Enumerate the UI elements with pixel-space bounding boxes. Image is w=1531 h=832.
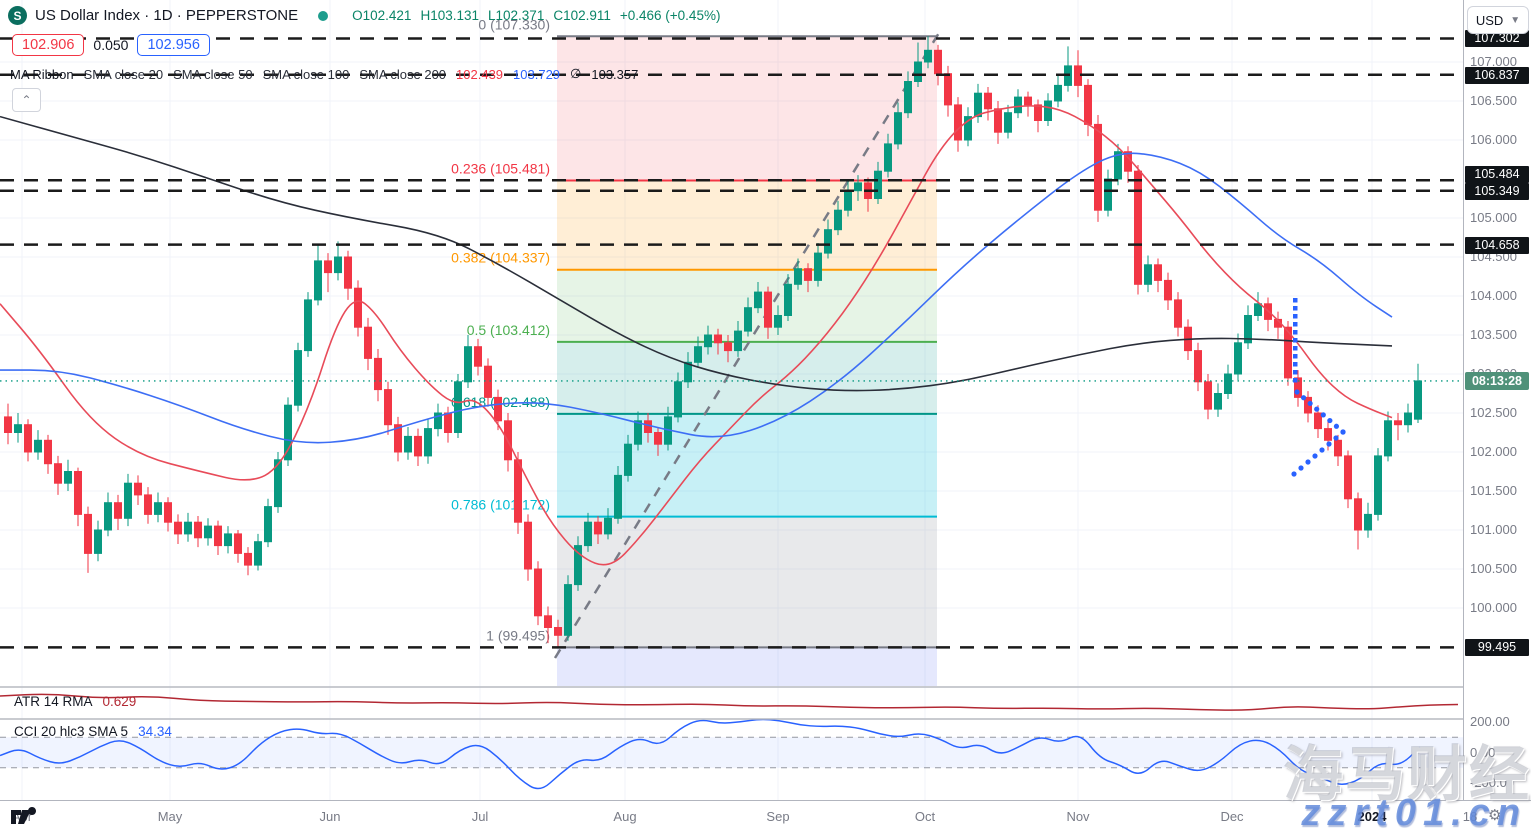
- watermark-cn: 海马财经: [1283, 741, 1531, 808]
- grid: [0, 0, 1463, 800]
- countdown-badge: 08:13:28: [1465, 371, 1529, 390]
- range-diff-label: 0.050: [93, 37, 129, 53]
- ma-line[interactable]: [0, 115, 1393, 392]
- price-range-tool-labels: 102.906 0.050 102.956: [12, 34, 210, 56]
- ma-value-100: ∅: [570, 66, 582, 81]
- symbol-logo-icon: S: [8, 6, 27, 25]
- price-axis-label: 106.500: [1470, 93, 1517, 108]
- low-value: L102.371: [488, 8, 545, 23]
- price-level-badge: 104.658: [1465, 236, 1529, 254]
- ma-value-50: 103.729: [513, 66, 561, 82]
- time-axis-label: Aug: [613, 809, 637, 824]
- atr-legend[interactable]: ATR 14 RMA 0.629: [14, 694, 136, 709]
- price-level-badge: 105.484: [1465, 165, 1529, 183]
- currency-dropdown[interactable]: USD ▼: [1467, 6, 1529, 34]
- high-value: H103.131: [420, 8, 480, 23]
- fib-label: 1 (99.495): [486, 627, 550, 643]
- price-axis-label: 102.500: [1470, 405, 1517, 420]
- fib-label: 0.236 (105.481): [451, 160, 550, 176]
- price-axis-label: 102.000: [1470, 444, 1517, 459]
- ma-param-50: SMA close 50: [173, 66, 253, 82]
- ohlc-values: O102.421 H103.131 L102.371 C102.911 +0.4…: [352, 8, 720, 23]
- atr-label: ATR 14 RMA: [14, 694, 93, 709]
- price-level-badge: 106.837: [1465, 66, 1529, 84]
- price-axis-label: 101.000: [1470, 522, 1517, 537]
- trendline[interactable]: [553, 27, 944, 659]
- ma-line[interactable]: [0, 152, 1393, 444]
- symbol-legend[interactable]: S US Dollar Index · 1D · PEPPERSTONE O10…: [8, 6, 720, 25]
- ma-value-20: 102.439: [456, 66, 504, 82]
- ma-value-200: 103.357: [591, 66, 639, 82]
- cci-line: [0, 718, 1421, 790]
- cci-label: CCI 20 hlc3 SMA 5: [14, 724, 129, 739]
- cci-axis-label: -200.00: [1470, 775, 1515, 790]
- price-axis-label: 100.000: [1470, 600, 1517, 615]
- ma-ribbon-title: MA Ribbon: [10, 66, 74, 82]
- ma-line[interactable]: [0, 105, 1393, 566]
- price-axis[interactable]: 107.000 106.500 106.000 105.000 104.500 104.0…: [1463, 0, 1531, 800]
- time-axis-label: Nov: [1066, 809, 1090, 824]
- time-axis-label: 2024: [1357, 809, 1387, 824]
- ma-param-200: SMA close 200: [359, 66, 447, 82]
- price-axis-label: 103.500: [1470, 327, 1517, 342]
- atr-line: [0, 693, 1459, 711]
- currency-label: USD: [1475, 12, 1504, 28]
- time-axis-label: Oct: [914, 809, 936, 824]
- axis-settings-gear-icon[interactable]: ⚙: [1488, 807, 1502, 824]
- price-level-badge: 105.349: [1465, 182, 1529, 200]
- price-axis-label: 104.000: [1470, 288, 1517, 303]
- fib-label: 0.786 (101.172): [451, 497, 550, 513]
- time-axis-label: 18: [1462, 809, 1478, 824]
- price-level-badge: 99.495: [1465, 638, 1529, 656]
- time-axis-label: Jun: [319, 809, 341, 824]
- tradingview-logo[interactable]: [10, 806, 40, 828]
- ma-param-100: SMA close 100: [262, 66, 350, 82]
- symbol-title: US Dollar Index · 1D · PEPPERSTONE: [35, 7, 299, 24]
- time-axis-label: May: [157, 809, 183, 824]
- time-axis-label: Sep: [766, 809, 790, 824]
- cci-band: [0, 737, 1463, 768]
- cci-axis-label: 0.00: [1470, 744, 1496, 760]
- ma-ribbon-legend[interactable]: MA Ribbon SMA close 20 SMA close 50 SMA …: [10, 66, 638, 82]
- time-axis-label: Jul: [471, 809, 489, 824]
- market-status-icon[interactable]: [318, 10, 329, 21]
- price-axis-label: 101.500: [1470, 483, 1517, 498]
- fib-label: 0.382 (104.337): [451, 250, 550, 266]
- fib-label: 0.5 (103.412): [467, 322, 550, 338]
- chevron-down-icon: ▼: [1510, 14, 1521, 26]
- range-high-badge[interactable]: 102.956: [137, 34, 210, 56]
- time-axis-label: Dec: [1220, 809, 1244, 824]
- atr-value: 0.629: [102, 694, 137, 709]
- price-axis-label: 100.500: [1470, 561, 1517, 576]
- price-axis-label: 107.000: [1470, 54, 1517, 69]
- time-axis[interactable]: AprMayJunJulAugSepOctNovDec202418: [0, 800, 1531, 832]
- ma-param-20: SMA close 20: [83, 66, 164, 82]
- close-value: C102.911: [553, 8, 611, 23]
- collapse-legend-button[interactable]: ⌃: [12, 88, 41, 112]
- pattern-annotation[interactable]: [1291, 298, 1346, 477]
- watermark-url: zzrt01.cn: [1301, 792, 1527, 832]
- price-axis-label: 106.000: [1470, 132, 1517, 147]
- cci-axis-label: 200.00: [1470, 714, 1510, 729]
- cci-legend[interactable]: CCI 20 hlc3 SMA 5 34.34: [14, 724, 172, 739]
- range-low-badge[interactable]: 102.906: [12, 34, 85, 56]
- fib-retracement[interactable]: 0 (107.330) 0.236 (105.481) 0.382 (104.337…: [451, 16, 937, 686]
- cci-value: 34.34: [138, 724, 172, 739]
- price-axis-label: 105.000: [1470, 210, 1517, 225]
- fib-label: 0 (107.330): [478, 16, 550, 32]
- open-value: O102.421: [352, 8, 412, 23]
- change-value: +0.466 (+0.45%): [619, 8, 721, 23]
- candlestick-series[interactable]: [4, 36, 1422, 647]
